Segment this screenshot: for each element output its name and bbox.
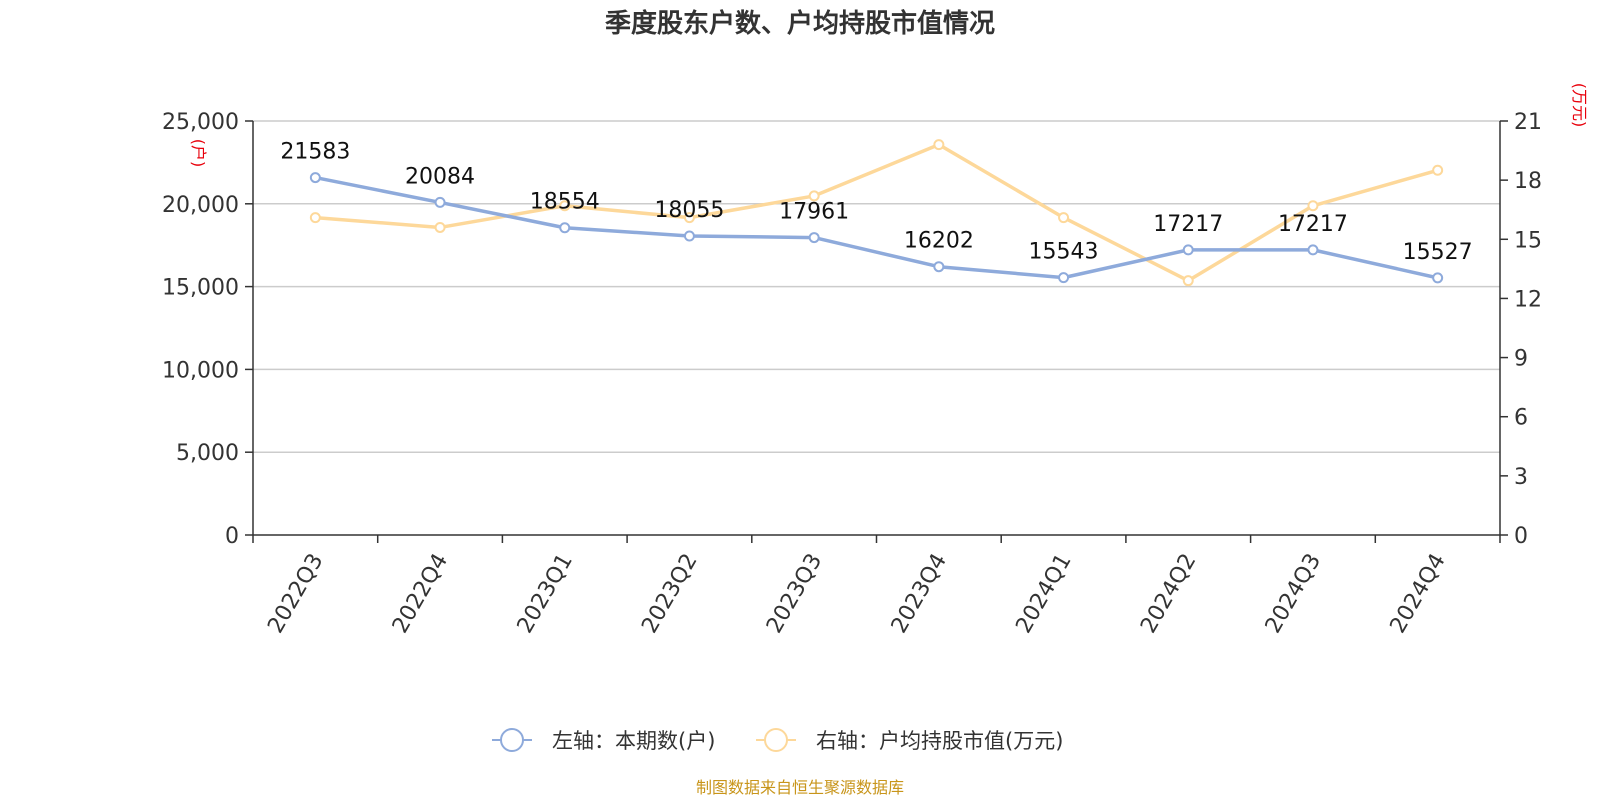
data-label: 15543 (1029, 240, 1099, 265)
data-label: 15527 (1403, 240, 1473, 265)
right-axis-tick-label: 6 (1514, 406, 1528, 431)
data-point-avg-value (808, 190, 820, 202)
data-point-households (683, 230, 695, 242)
x-axis-tick-label: 2024Q1 (1011, 550, 1076, 638)
right-axis-tick-label: 0 (1514, 524, 1528, 549)
data-label: 18055 (654, 198, 724, 223)
data-point-avg-value (434, 221, 446, 233)
data-point-households (1307, 244, 1319, 256)
right-axis-tick-label: 3 (1514, 465, 1528, 490)
legend-item-households[interactable]: 左轴：本期数(户) (492, 728, 715, 753)
data-point-households (309, 172, 321, 184)
data-point-households (434, 196, 446, 208)
right-axis-tick-label: 18 (1514, 169, 1542, 194)
data-source-note: 制图数据来自恒生聚源数据库 (696, 778, 904, 797)
data-point-households (1432, 272, 1444, 284)
chart-title: 季度股东户数、户均持股市值情况 (605, 8, 995, 39)
left-axis-tick-label: 10,000 (162, 358, 239, 383)
x-axis-tick-label: 2024Q3 (1261, 550, 1326, 638)
legend-label-households: 左轴：本期数(户) (552, 729, 715, 753)
legend: 左轴：本期数(户) 右轴：户均持股市值(万元) (492, 728, 1063, 753)
left-axis-unit: (户) (189, 139, 208, 168)
data-point-avg-value (309, 212, 321, 224)
data-point-avg-value (683, 212, 695, 224)
x-axis-tick-label: 2023Q1 (513, 550, 578, 638)
data-labels: 21583 20084 18554 18055 17961 16202 15543 17217… (280, 140, 1472, 265)
legend-swatch-marker-households (500, 728, 524, 752)
x-axis-tick-label: 2023Q4 (887, 550, 952, 638)
data-point-avg-value (1182, 275, 1194, 287)
data-point-households (933, 261, 945, 273)
data-label: 21583 (280, 140, 350, 165)
x-axis-tick-label: 2024Q2 (1136, 550, 1201, 638)
axes (245, 120, 1508, 543)
left-axis-tick-label: 20,000 (162, 193, 239, 218)
series-lines (315, 142, 1439, 283)
data-label: 20084 (405, 164, 475, 189)
series-line-households (315, 175, 1439, 280)
data-label: 17961 (779, 200, 849, 225)
legend-swatch-marker-avg-value (764, 728, 788, 752)
series-points (309, 139, 1444, 287)
data-point-households (559, 222, 571, 234)
left-axis-tick-label: 5,000 (176, 441, 239, 466)
legend-item-avg-value[interactable]: 右轴：户均持股市值(万元) (756, 728, 1063, 753)
right-axis-unit: (万元) (1570, 83, 1589, 128)
data-label: 17217 (1278, 212, 1348, 237)
legend-label-avg-value: 右轴：户均持股市值(万元) (816, 729, 1063, 753)
x-axis-tick-label: 2024Q4 (1386, 550, 1451, 638)
x-axis-tick-label: 2022Q4 (388, 550, 453, 638)
data-point-avg-value (559, 200, 571, 212)
x-axis-tick-label: 2023Q2 (637, 550, 702, 638)
left-axis-tick-label: 0 (225, 524, 239, 549)
data-point-avg-value (1058, 212, 1070, 224)
data-point-households (1058, 272, 1070, 284)
data-point-avg-value (1432, 164, 1444, 176)
right-axis-tick-label: 15 (1514, 228, 1542, 253)
right-axis-tick-label: 9 (1514, 347, 1528, 372)
right-axis-tick-label: 21 (1514, 110, 1542, 135)
grid-lines (253, 120, 1500, 453)
x-axis-tick-label: 2022Q3 (263, 550, 328, 638)
left-axis-tick-labels: 0 5,000 10,000 15,000 20,000 25,000 (162, 110, 239, 549)
data-point-avg-value (1307, 200, 1319, 212)
left-axis-tick-label: 15,000 (162, 276, 239, 301)
x-axis-tick-label: 2023Q3 (762, 550, 827, 638)
data-point-avg-value (933, 139, 945, 151)
x-axis-tick-labels: 2022Q3 2022Q4 2023Q1 2023Q2 2023Q3 2023Q4 2024… (263, 550, 1451, 638)
data-point-households (1182, 244, 1194, 256)
right-axis-tick-labels: 0 3 6 9 12 15 18 21 (1514, 110, 1542, 549)
data-point-households (808, 232, 820, 244)
data-label: 17217 (1153, 212, 1223, 237)
left-axis-tick-label: 25,000 (162, 110, 239, 135)
data-label: 18554 (530, 190, 600, 215)
data-label: 16202 (904, 229, 974, 254)
right-axis-tick-label: 12 (1514, 287, 1542, 312)
